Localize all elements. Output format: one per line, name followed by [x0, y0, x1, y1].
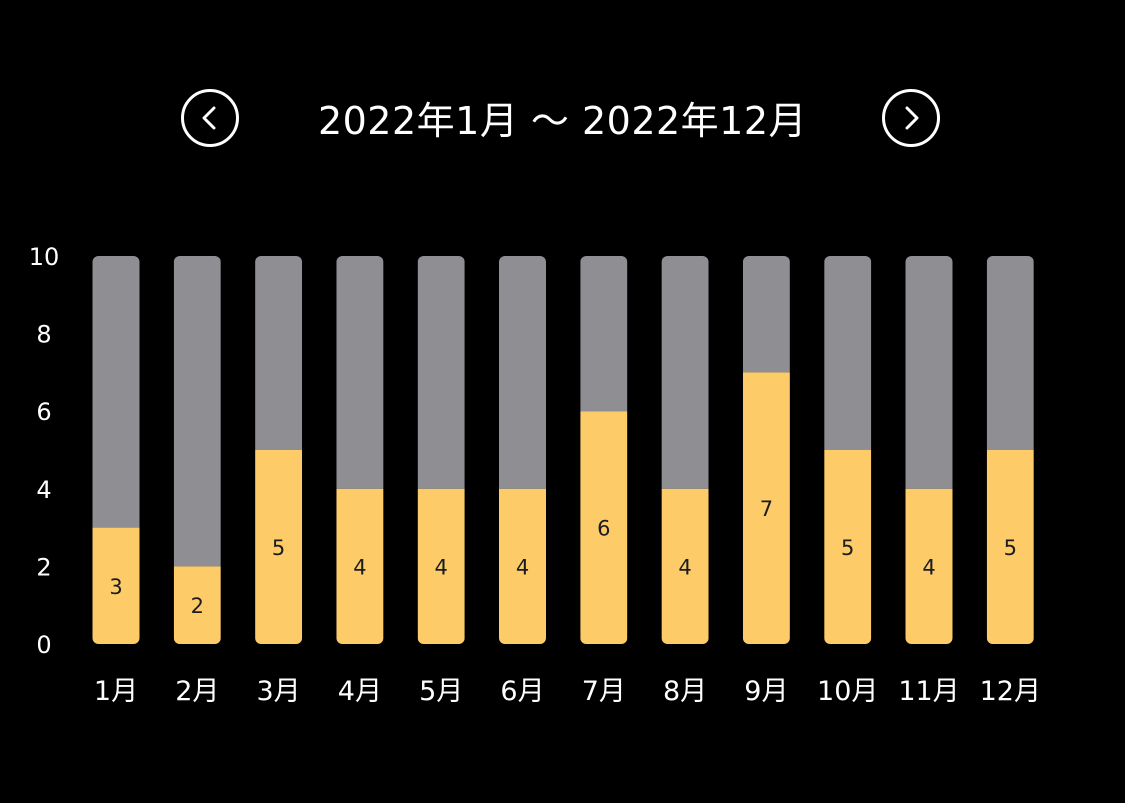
bar-remaining-segment — [905, 256, 953, 489]
bar-value-segment — [824, 450, 872, 644]
x-axis-month-label: 8月 — [663, 676, 707, 707]
bar-value-segment — [905, 488, 953, 644]
y-axis-tick-label: 4 — [36, 476, 51, 504]
bar-value-label: 3 — [109, 575, 122, 599]
bar-value-segment — [661, 488, 709, 644]
y-axis-tick-label: 10 — [29, 243, 60, 271]
bar-value-label: 5 — [1004, 536, 1017, 560]
bar-remaining-segment — [580, 256, 628, 412]
bar-value-label: 4 — [922, 555, 935, 579]
bar-value-label: 5 — [841, 536, 854, 560]
y-axis-tick-label: 0 — [36, 631, 51, 659]
bar-value-segment — [986, 450, 1034, 644]
x-axis-month-label: 6月 — [500, 676, 544, 707]
date-range-title: 2022年1月 〜 2022年12月 — [317, 99, 808, 143]
bar-remaining-segment — [742, 256, 790, 373]
chevron-right-icon — [905, 106, 919, 130]
x-axis-month-label: 9月 — [744, 676, 788, 707]
bar-value-segment — [499, 488, 546, 644]
bar-value-label: 4 — [353, 555, 366, 579]
bar-value-segment — [742, 372, 790, 644]
x-axis-month-label: 5月 — [419, 676, 463, 707]
bar-remaining-segment — [173, 256, 221, 567]
x-axis-month-label: 3月 — [257, 676, 301, 707]
bar-value-segment — [92, 527, 140, 644]
x-axis-month-label: 7月 — [582, 676, 626, 707]
x-axis-month-label: 4月 — [338, 676, 382, 707]
bar-value-segment — [255, 450, 303, 644]
bar-remaining-segment — [499, 256, 546, 489]
bar-value-label: 2 — [191, 594, 204, 618]
previous-period-button[interactable] — [181, 89, 239, 147]
bar-remaining-segment — [661, 256, 709, 489]
bar-remaining-segment — [417, 256, 465, 489]
bar-value-label: 5 — [272, 536, 285, 560]
bar-value-segment — [173, 566, 221, 644]
y-axis-tick-label: 6 — [36, 398, 51, 426]
y-axis-tick-label: 2 — [36, 553, 51, 581]
y-axis-tick-label: 8 — [36, 321, 51, 349]
bar-value-label: 7 — [760, 497, 773, 521]
next-period-button[interactable] — [882, 89, 940, 147]
bar-remaining-segment — [92, 256, 140, 528]
x-axis-month-label: 12月 — [980, 676, 1041, 707]
bar-value-label: 4 — [435, 555, 448, 579]
x-axis-month-label: 10月 — [817, 676, 878, 707]
bar-value-segment — [417, 488, 465, 644]
bar-value-label: 6 — [597, 517, 610, 541]
date-range-header: 2022年1月 〜 2022年12月 — [0, 85, 1125, 159]
bar-remaining-segment — [336, 256, 384, 489]
bar-remaining-segment — [824, 256, 872, 450]
bar-value-segment — [336, 488, 384, 644]
bar-remaining-segment — [986, 256, 1034, 450]
x-axis-month-label: 11月 — [898, 676, 959, 707]
chevron-left-icon — [202, 106, 216, 130]
x-axis-month-label: 1月 — [94, 676, 138, 707]
bar-value-segment — [580, 411, 628, 644]
bar-value-label: 4 — [516, 555, 529, 579]
bar-remaining-segment — [255, 256, 303, 450]
x-axis-month-label: 2月 — [175, 676, 219, 707]
bar-value-label: 4 — [678, 555, 691, 579]
